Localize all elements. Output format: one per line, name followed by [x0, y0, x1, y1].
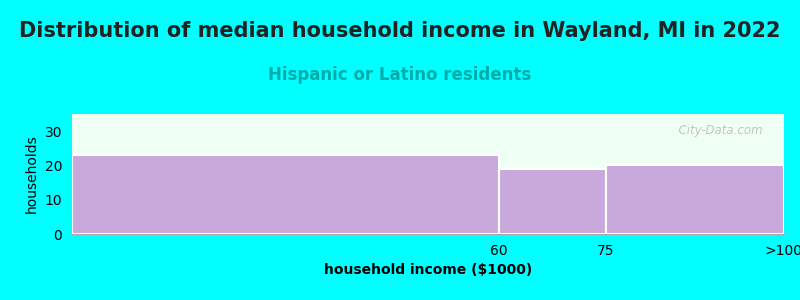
- Text: Hispanic or Latino residents: Hispanic or Latino residents: [268, 66, 532, 84]
- Bar: [606, 165, 784, 234]
- Bar: [499, 169, 606, 234]
- Text: Distribution of median household income in Wayland, MI in 2022: Distribution of median household income …: [19, 21, 781, 41]
- Text: City-Data.com: City-Data.com: [671, 124, 762, 136]
- Y-axis label: households: households: [25, 135, 39, 213]
- X-axis label: household income ($1000): household income ($1000): [324, 263, 532, 277]
- Bar: [72, 155, 499, 234]
